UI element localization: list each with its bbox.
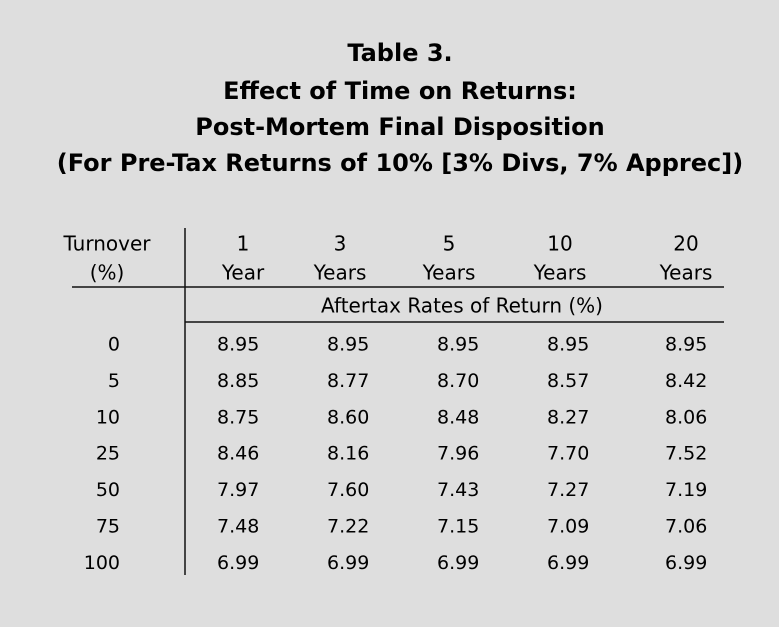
return-cell: 8.95 xyxy=(547,334,589,356)
return-cell: 8.95 xyxy=(437,334,479,356)
turnover-cell: 5 xyxy=(108,370,120,392)
return-cell: 7.43 xyxy=(437,479,479,501)
return-cell: 6.99 xyxy=(327,552,369,574)
return-cell: 8.46 xyxy=(217,443,259,465)
return-cell: 7.48 xyxy=(217,516,259,538)
return-cell: 7.06 xyxy=(665,516,707,538)
return-cell: 7.97 xyxy=(217,479,259,501)
title-line: (For Pre-Tax Returns of 10% [3% Divs, 7%… xyxy=(57,149,743,177)
return-cell: 8.57 xyxy=(547,370,589,392)
turnover-cell: 100 xyxy=(84,552,120,574)
subheader: Aftertax Rates of Return (%) xyxy=(321,294,603,318)
return-cell: 6.99 xyxy=(665,552,707,574)
return-cell: 8.06 xyxy=(665,406,707,428)
turnover-cell: 50 xyxy=(96,479,120,501)
title-line: Table 3. xyxy=(347,39,452,67)
return-cell: 8.42 xyxy=(665,370,707,392)
return-cell: 8.60 xyxy=(327,406,369,428)
column-header: Year xyxy=(221,261,265,285)
column-header: Years xyxy=(422,261,476,285)
column-header: 1 xyxy=(237,232,250,256)
column-header: 10 xyxy=(547,232,572,256)
return-cell: 8.85 xyxy=(217,370,259,392)
return-cell: 7.22 xyxy=(327,516,369,538)
row-header: Turnover xyxy=(62,232,151,256)
return-cell: 8.16 xyxy=(327,443,369,465)
column-header: Years xyxy=(533,261,587,285)
return-cell: 7.09 xyxy=(547,516,589,538)
turnover-cell: 10 xyxy=(96,406,120,428)
return-cell: 8.27 xyxy=(547,406,589,428)
return-cell: 6.99 xyxy=(217,552,259,574)
turnover-cell: 25 xyxy=(96,443,120,465)
title-line: Effect of Time on Returns: xyxy=(223,77,577,105)
column-header: 20 xyxy=(673,232,698,256)
return-cell: 8.77 xyxy=(327,370,369,392)
title-line: Post-Mortem Final Disposition xyxy=(195,113,605,141)
return-cell: 6.99 xyxy=(547,552,589,574)
return-cell: 8.95 xyxy=(665,334,707,356)
return-cell: 7.70 xyxy=(547,443,589,465)
column-header: Years xyxy=(313,261,367,285)
return-cell: 8.95 xyxy=(217,334,259,356)
return-cell: 7.15 xyxy=(437,516,479,538)
return-cell: 8.95 xyxy=(327,334,369,356)
return-cell: 7.96 xyxy=(437,443,479,465)
return-cell: 8.70 xyxy=(437,370,479,392)
return-cell: 7.27 xyxy=(547,479,589,501)
return-cell: 6.99 xyxy=(437,552,479,574)
column-header: Years xyxy=(659,261,713,285)
return-cell: 7.52 xyxy=(665,443,707,465)
return-cell: 8.75 xyxy=(217,406,259,428)
return-cell: 8.48 xyxy=(437,406,479,428)
return-cell: 7.19 xyxy=(665,479,707,501)
turnover-cell: 0 xyxy=(108,334,120,356)
return-cell: 7.60 xyxy=(327,479,369,501)
turnover-cell: 75 xyxy=(96,516,120,538)
row-header: (%) xyxy=(90,261,125,285)
column-header: 5 xyxy=(443,232,456,256)
column-header: 3 xyxy=(334,232,347,256)
